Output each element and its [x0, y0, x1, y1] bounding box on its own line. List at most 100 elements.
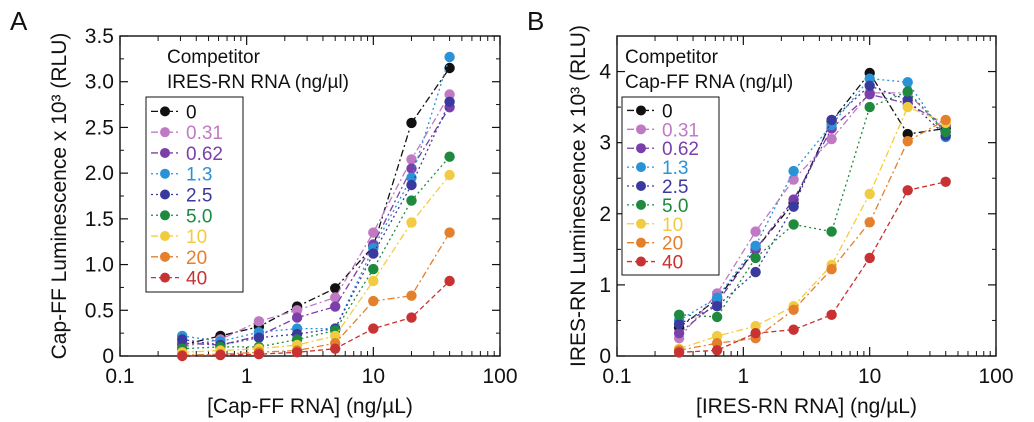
legend-swatch-marker: [636, 105, 646, 116]
y-tick-label: 0: [102, 345, 114, 368]
data-point: [253, 332, 265, 343]
data-point: [368, 275, 379, 287]
data-point: [291, 312, 303, 323]
competitor-label: Competitor: [625, 47, 719, 68]
data-point: [750, 252, 761, 264]
x-axis: 0.1 1 10 100: [105, 36, 518, 388]
x-axis-label: [Cap-FF RNA] (ng/µL): [207, 395, 413, 418]
y-tick-label: 3.0: [85, 71, 114, 94]
legend-swatch-marker: [636, 199, 646, 210]
series-line: [678, 78, 947, 321]
data-point: [788, 165, 799, 177]
legend-label: 0: [662, 101, 673, 122]
x-axis: 0.1 1 10 100: [602, 36, 1014, 388]
series-line: [679, 181, 946, 354]
legend-swatch-marker: [636, 162, 646, 173]
y-tick-label: 1.5: [85, 208, 114, 231]
y-tick-label: 2.5: [85, 116, 114, 139]
series-line: [182, 67, 451, 346]
legend-swatch-marker: [636, 181, 646, 191]
data-point: [940, 126, 951, 138]
legend-label: 5.0: [186, 206, 212, 227]
data-point: [673, 318, 685, 330]
x-tick-label: 10: [362, 365, 385, 388]
y-tick-label: 1.0: [85, 254, 114, 277]
legend-label: 0.31: [662, 120, 699, 141]
series-line: [678, 71, 946, 329]
data-point: [750, 226, 761, 237]
legend-item: 0.31: [151, 123, 223, 144]
data-point: [406, 117, 417, 129]
legend-swatch-marker: [160, 272, 170, 283]
data-point: [406, 217, 417, 228]
legend-swatch-marker: [160, 210, 170, 221]
x-tick-label: 1: [737, 365, 749, 388]
y-tick-label: 0.5: [85, 299, 114, 322]
series-20: [673, 114, 951, 356]
x-tick-label: 0.1: [105, 365, 134, 388]
series-line: [678, 85, 947, 325]
legend-swatch-marker: [636, 218, 646, 229]
data-point: [750, 328, 761, 339]
legend-swatch-marker: [160, 168, 170, 179]
y-tick-label: 1: [599, 274, 611, 297]
x-axis-label: [IRES-RN RNA] (ng/µL): [696, 395, 917, 418]
data-point: [177, 350, 188, 362]
series-line: [182, 232, 451, 356]
data-point: [330, 283, 341, 294]
legend-item: 0.62: [627, 139, 699, 160]
data-point: [406, 154, 417, 165]
data-point: [673, 309, 685, 320]
x-tick-label: 10: [858, 365, 881, 388]
plot-frame: [616, 35, 997, 357]
panel-letter: B: [527, 6, 544, 36]
data-point: [368, 295, 379, 307]
y-tick-label: 4: [599, 61, 611, 84]
x-tick-label: 1: [241, 365, 253, 388]
data-point: [788, 304, 799, 315]
data-point: [750, 240, 761, 251]
data-point: [673, 347, 685, 358]
data-point: [253, 316, 265, 327]
data-point: [711, 345, 723, 356]
legend-item: 10: [151, 227, 207, 248]
legend-item: 40: [151, 269, 207, 290]
legend-swatch-marker: [160, 127, 170, 138]
data-point: [788, 219, 799, 230]
data-point: [788, 201, 799, 212]
legend-label: 40: [662, 253, 683, 274]
legend-swatch-marker: [636, 256, 646, 267]
series-line: [182, 56, 451, 343]
legend-label: 5.0: [662, 196, 688, 217]
data-point: [902, 136, 913, 147]
legend-swatch-marker: [160, 189, 170, 200]
data-point: [864, 217, 875, 228]
series-2-5: [673, 80, 951, 330]
data-point: [826, 264, 837, 275]
legend-label: 1.3: [186, 165, 212, 186]
data-point: [864, 80, 875, 92]
legend-swatch-marker: [160, 231, 170, 242]
data-point: [253, 349, 265, 360]
data-point: [864, 89, 875, 100]
y-axis-label: IRES-RN Luminescence x 10³ (RLU): [567, 25, 590, 367]
x-tick-label: 100: [482, 365, 517, 388]
data-point: [864, 188, 875, 200]
legend-swatch-marker: [636, 124, 646, 135]
legend-label: 2.5: [662, 177, 688, 198]
data-point: [902, 86, 913, 97]
series-40: [177, 275, 455, 362]
data-point: [406, 195, 417, 206]
series-line: [182, 101, 451, 346]
legend-item: 20: [151, 248, 207, 269]
data-point: [444, 275, 455, 287]
legend-item: 0.62: [151, 144, 223, 165]
y-axis-label: Cap-FF Luminescence x 10³ (RLU): [48, 33, 71, 360]
legend-swatch-marker: [636, 143, 646, 154]
series-line: [182, 156, 451, 350]
legend-item: 5.0: [627, 196, 688, 217]
data-point: [406, 163, 417, 174]
data-point: [406, 179, 417, 191]
